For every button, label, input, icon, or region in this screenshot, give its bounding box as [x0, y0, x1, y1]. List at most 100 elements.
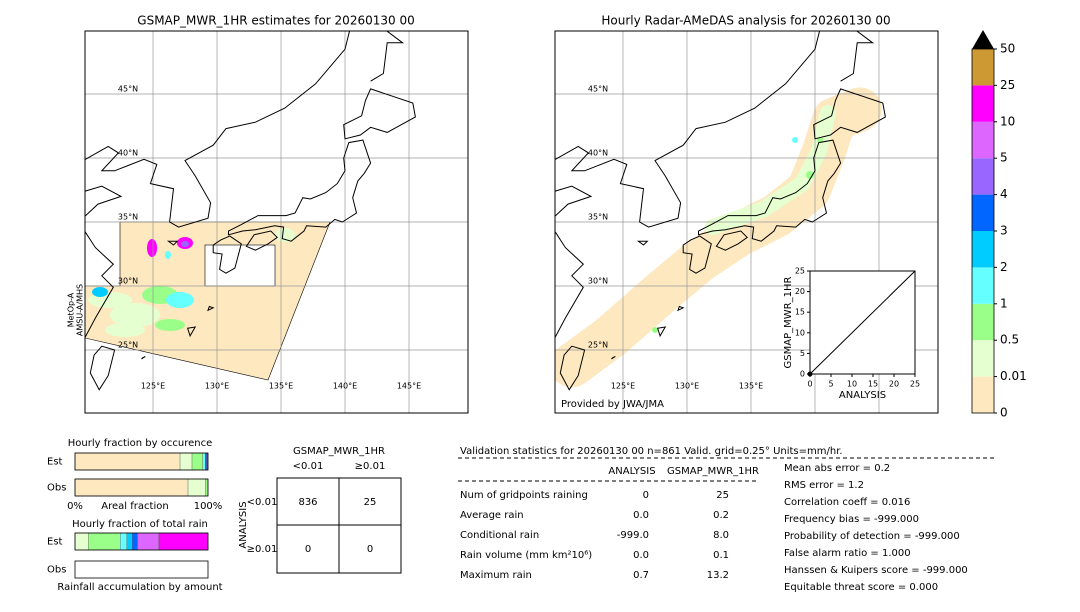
fraction-segment	[88, 532, 121, 551]
colorbar-label: 0.5	[1000, 333, 1019, 347]
col-header: ≥0.01	[355, 461, 386, 472]
cell: 0	[367, 544, 373, 555]
lat-label: 25°N	[588, 341, 608, 350]
colorbar-label: 5	[1000, 151, 1008, 165]
stat-value: 0.0	[633, 550, 649, 561]
score: Mean abs error = 0.2	[784, 463, 890, 474]
stat-value: -999.0	[617, 530, 649, 541]
x-tick-label: 10	[847, 380, 857, 389]
precip-patch	[165, 251, 171, 259]
precip-patch	[181, 241, 189, 247]
stat-value: 0.0	[633, 510, 649, 521]
row-label: Obs	[47, 565, 66, 576]
colorbar-label: 0.01	[1000, 369, 1027, 383]
colorbar-segment	[972, 340, 994, 377]
precip-patch	[817, 137, 823, 143]
coastline	[245, 230, 278, 251]
coastline	[186, 326, 197, 338]
diagonal	[809, 270, 916, 375]
stat-label: Average rain	[460, 510, 524, 521]
stat-label: Rain volume (mm km²10⁶)	[460, 550, 592, 561]
stats-header: Validation statistics for 20260130 00 n=…	[460, 446, 843, 457]
row-label: Obs	[47, 483, 66, 494]
colorbar-segment	[972, 49, 994, 86]
stat-value: 0.1	[713, 550, 729, 561]
precip-patch	[110, 303, 160, 327]
lon-label: 125°E	[141, 382, 165, 391]
x-tick-label: 15	[868, 380, 878, 389]
map-title: Hourly Radar-AMeDAS analysis for 2026013…	[601, 14, 890, 28]
map-frame	[554, 30, 939, 414]
stat-value: 8.0	[713, 530, 729, 541]
stat-label: Num of gridpoints raining	[460, 490, 588, 501]
row-header: <0.01	[247, 497, 278, 508]
row-label: Est	[47, 457, 63, 468]
colorbar-label: 3	[1000, 224, 1008, 238]
lat-label: 35°N	[118, 213, 138, 222]
colorbar-segment	[972, 85, 994, 122]
stat-value: 0.7	[633, 570, 649, 581]
fraction-segment	[137, 532, 159, 551]
col-header: <0.01	[293, 461, 324, 472]
coastline	[228, 139, 372, 242]
map-frame	[84, 30, 469, 414]
stat-label: Conditional rain	[460, 530, 539, 541]
precip-patch	[105, 323, 145, 337]
coastline	[343, 88, 416, 140]
score: Equitable threat score = 0.000	[784, 582, 938, 593]
score: Probability of detection = -999.000	[784, 531, 960, 542]
colorbar-label: 25	[1000, 78, 1015, 92]
lat-label: 25°N	[118, 341, 138, 350]
cell: 25	[364, 497, 377, 508]
row-header: ≥0.01	[247, 544, 278, 555]
lat-label: 30°N	[588, 277, 608, 286]
lon-label: 140°E	[333, 382, 357, 391]
lat-label: 30°N	[118, 277, 138, 286]
y-tick-label: 10	[795, 328, 805, 337]
precip-patch	[275, 228, 295, 242]
bar-frame	[74, 478, 209, 497]
precip-patch	[155, 319, 185, 331]
fraction-segment	[74, 532, 89, 551]
lat-label: 35°N	[588, 213, 608, 222]
lon-label: 130°E	[675, 382, 699, 391]
stat-value: 0	[643, 490, 649, 501]
lat-label: 45°N	[118, 85, 138, 94]
stat-value: 13.2	[707, 570, 729, 581]
colorbar-label: 2	[1000, 260, 1008, 274]
fraction-segment	[120, 532, 128, 551]
coastline	[166, 240, 179, 246]
map-left	[85, 31, 468, 413]
coastline	[212, 235, 242, 274]
x-tick-label: 0	[807, 380, 812, 389]
row-label: Est	[47, 537, 63, 548]
precip-patch	[792, 137, 798, 143]
y-axis-label: GSMAP_MWR_1HR	[783, 277, 794, 369]
lat-label: 40°N	[118, 149, 138, 158]
side-label: MetOp-A	[67, 292, 76, 327]
colorbar-segment	[972, 376, 994, 413]
coastline	[656, 326, 667, 338]
y-tick-label: 20	[795, 287, 805, 296]
fraction-footer: Rainfall accumulation by amount	[57, 582, 222, 593]
precip-patch	[652, 327, 658, 333]
lat-label: 40°N	[588, 149, 608, 158]
coastline	[555, 31, 821, 340]
axis-label: 0%	[67, 501, 83, 512]
coastline	[840, 31, 875, 82]
x-tick-label: 25	[910, 380, 920, 389]
lon-label: 135°E	[739, 382, 763, 391]
x-tick-label: 5	[828, 380, 833, 389]
colorbar-label: 4	[1000, 187, 1008, 201]
stat-label: Maximum rain	[460, 570, 532, 581]
score: Frequency bias = -999.000	[784, 514, 919, 525]
colorbar-label: 50	[1000, 42, 1015, 56]
score: Hanssen & Kuipers score = -999.000	[784, 565, 968, 576]
colorbar-segment	[972, 158, 994, 195]
table-title: GSMAP_MWR_1HR	[293, 446, 385, 457]
column-header: GSMAP_MWR_1HR	[667, 466, 759, 477]
stat-value: 0.2	[713, 510, 729, 521]
fraction-segment	[191, 452, 203, 471]
colorbar-label: 10	[1000, 114, 1015, 128]
